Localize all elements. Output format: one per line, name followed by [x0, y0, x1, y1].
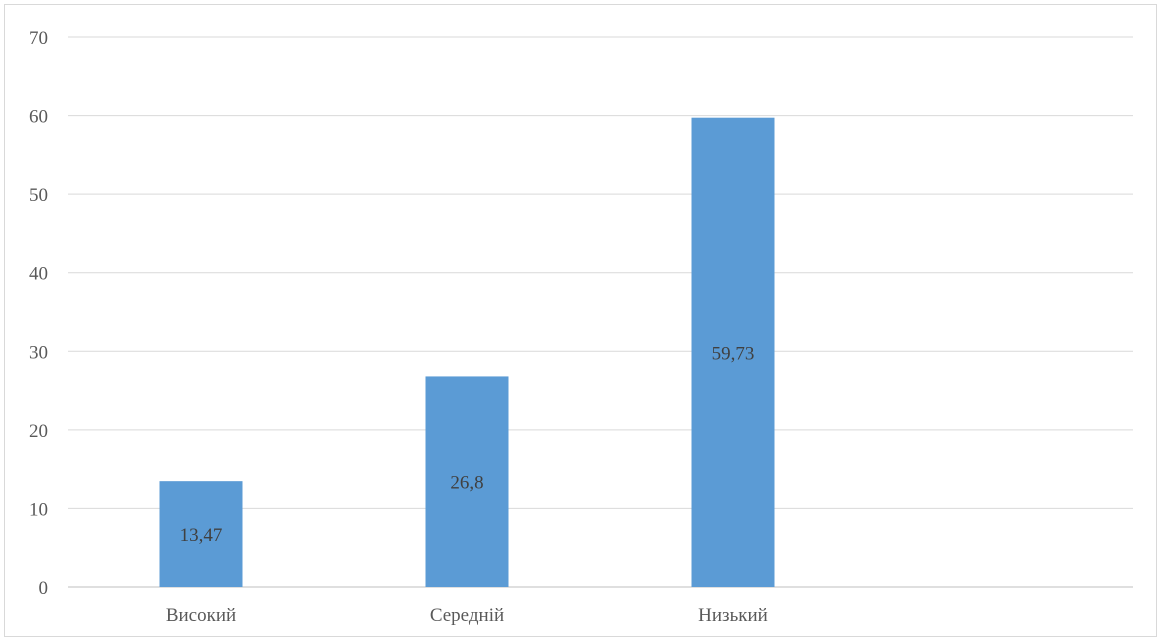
y-axis-ticks: 0 10 20 30 40 50 60 70 — [29, 28, 48, 599]
y-tick-label: 10 — [29, 499, 48, 520]
bar-1 — [159, 481, 243, 587]
data-label: 26,8 — [450, 473, 483, 494]
data-label: 59,73 — [712, 343, 755, 364]
x-category-label: Високий — [166, 605, 236, 626]
bars — [159, 117, 775, 587]
x-category-label: Низький — [698, 605, 768, 626]
y-tick-label: 60 — [29, 107, 48, 128]
y-tick-label: 50 — [29, 185, 48, 206]
bar-2 — [425, 376, 509, 587]
bar-3 — [691, 117, 775, 587]
x-category-label: Середній — [430, 605, 504, 626]
data-label: 13,47 — [180, 525, 223, 546]
gridlines — [68, 36, 1133, 588]
y-tick-label: 20 — [29, 421, 48, 442]
y-tick-label: 40 — [29, 264, 48, 285]
data-labels: 13,47 26,8 59,73 — [180, 343, 755, 546]
y-tick-label: 70 — [29, 28, 48, 49]
y-tick-label: 0 — [39, 578, 49, 599]
x-axis-categories: Високий Середній Низький — [166, 605, 768, 626]
y-tick-label: 30 — [29, 342, 48, 363]
